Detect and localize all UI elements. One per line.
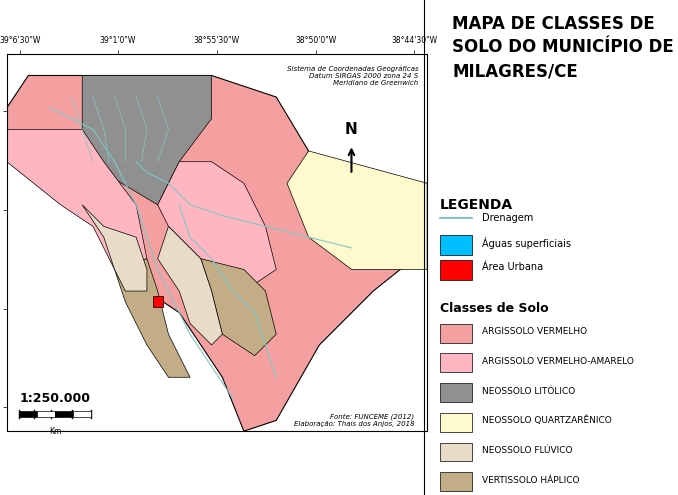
Bar <box>20 411 37 417</box>
Text: 1:250.000: 1:250.000 <box>20 392 90 405</box>
Polygon shape <box>7 75 427 431</box>
FancyBboxPatch shape <box>439 413 473 432</box>
Text: VERTISSOLO HÁPLICO: VERTISSOLO HÁPLICO <box>482 476 580 485</box>
Polygon shape <box>115 259 190 377</box>
Bar <box>55 411 73 417</box>
FancyBboxPatch shape <box>439 324 473 343</box>
FancyBboxPatch shape <box>439 472 473 491</box>
FancyBboxPatch shape <box>439 260 473 280</box>
Text: Área Urbana: Área Urbana <box>482 262 544 272</box>
FancyBboxPatch shape <box>439 383 473 402</box>
Text: N: N <box>345 122 358 137</box>
Text: Fonte: FUNCEME (2012)
Elaboração: Thais dos Anjos, 2018: Fonte: FUNCEME (2012) Elaboração: Thais … <box>294 414 414 427</box>
FancyBboxPatch shape <box>439 235 473 255</box>
Text: Drenagem: Drenagem <box>482 213 534 223</box>
Polygon shape <box>201 259 276 356</box>
Polygon shape <box>153 297 163 307</box>
Text: NEOSSOLO QUARTZARÊNICO: NEOSSOLO QUARTZARÊNICO <box>482 416 612 426</box>
Text: LEGENDA: LEGENDA <box>439 198 513 212</box>
Polygon shape <box>82 75 212 205</box>
Polygon shape <box>158 226 222 345</box>
Polygon shape <box>82 205 147 291</box>
Text: NEOSSOLO LITÓLICO: NEOSSOLO LITÓLICO <box>482 387 576 396</box>
Bar <box>73 411 91 417</box>
Text: NEOSSOLO FLÚVICO: NEOSSOLO FLÚVICO <box>482 446 573 455</box>
Text: Km: Km <box>49 427 61 436</box>
Polygon shape <box>287 151 427 269</box>
Bar <box>37 411 55 417</box>
Polygon shape <box>158 162 276 291</box>
FancyBboxPatch shape <box>439 443 473 461</box>
Polygon shape <box>7 129 147 269</box>
FancyBboxPatch shape <box>439 353 473 372</box>
Text: MAPA DE CLASSES DE
SOLO DO MUNICÍPIO DE
MILAGRES/CE: MAPA DE CLASSES DE SOLO DO MUNICÍPIO DE … <box>452 15 674 80</box>
Text: Sistema de Coordenadas Geográficas
Datum SIRGAS 2000 zona 24 S
Meridiano de Gree: Sistema de Coordenadas Geográficas Datum… <box>287 65 419 86</box>
Text: ARGISSOLO VERMELHO-AMARELO: ARGISSOLO VERMELHO-AMARELO <box>482 357 634 366</box>
Text: Classes de Solo: Classes de Solo <box>439 302 549 315</box>
Text: ARGISSOLO VERMELHO: ARGISSOLO VERMELHO <box>482 327 587 336</box>
Text: Águas superficiais: Águas superficiais <box>482 237 572 248</box>
